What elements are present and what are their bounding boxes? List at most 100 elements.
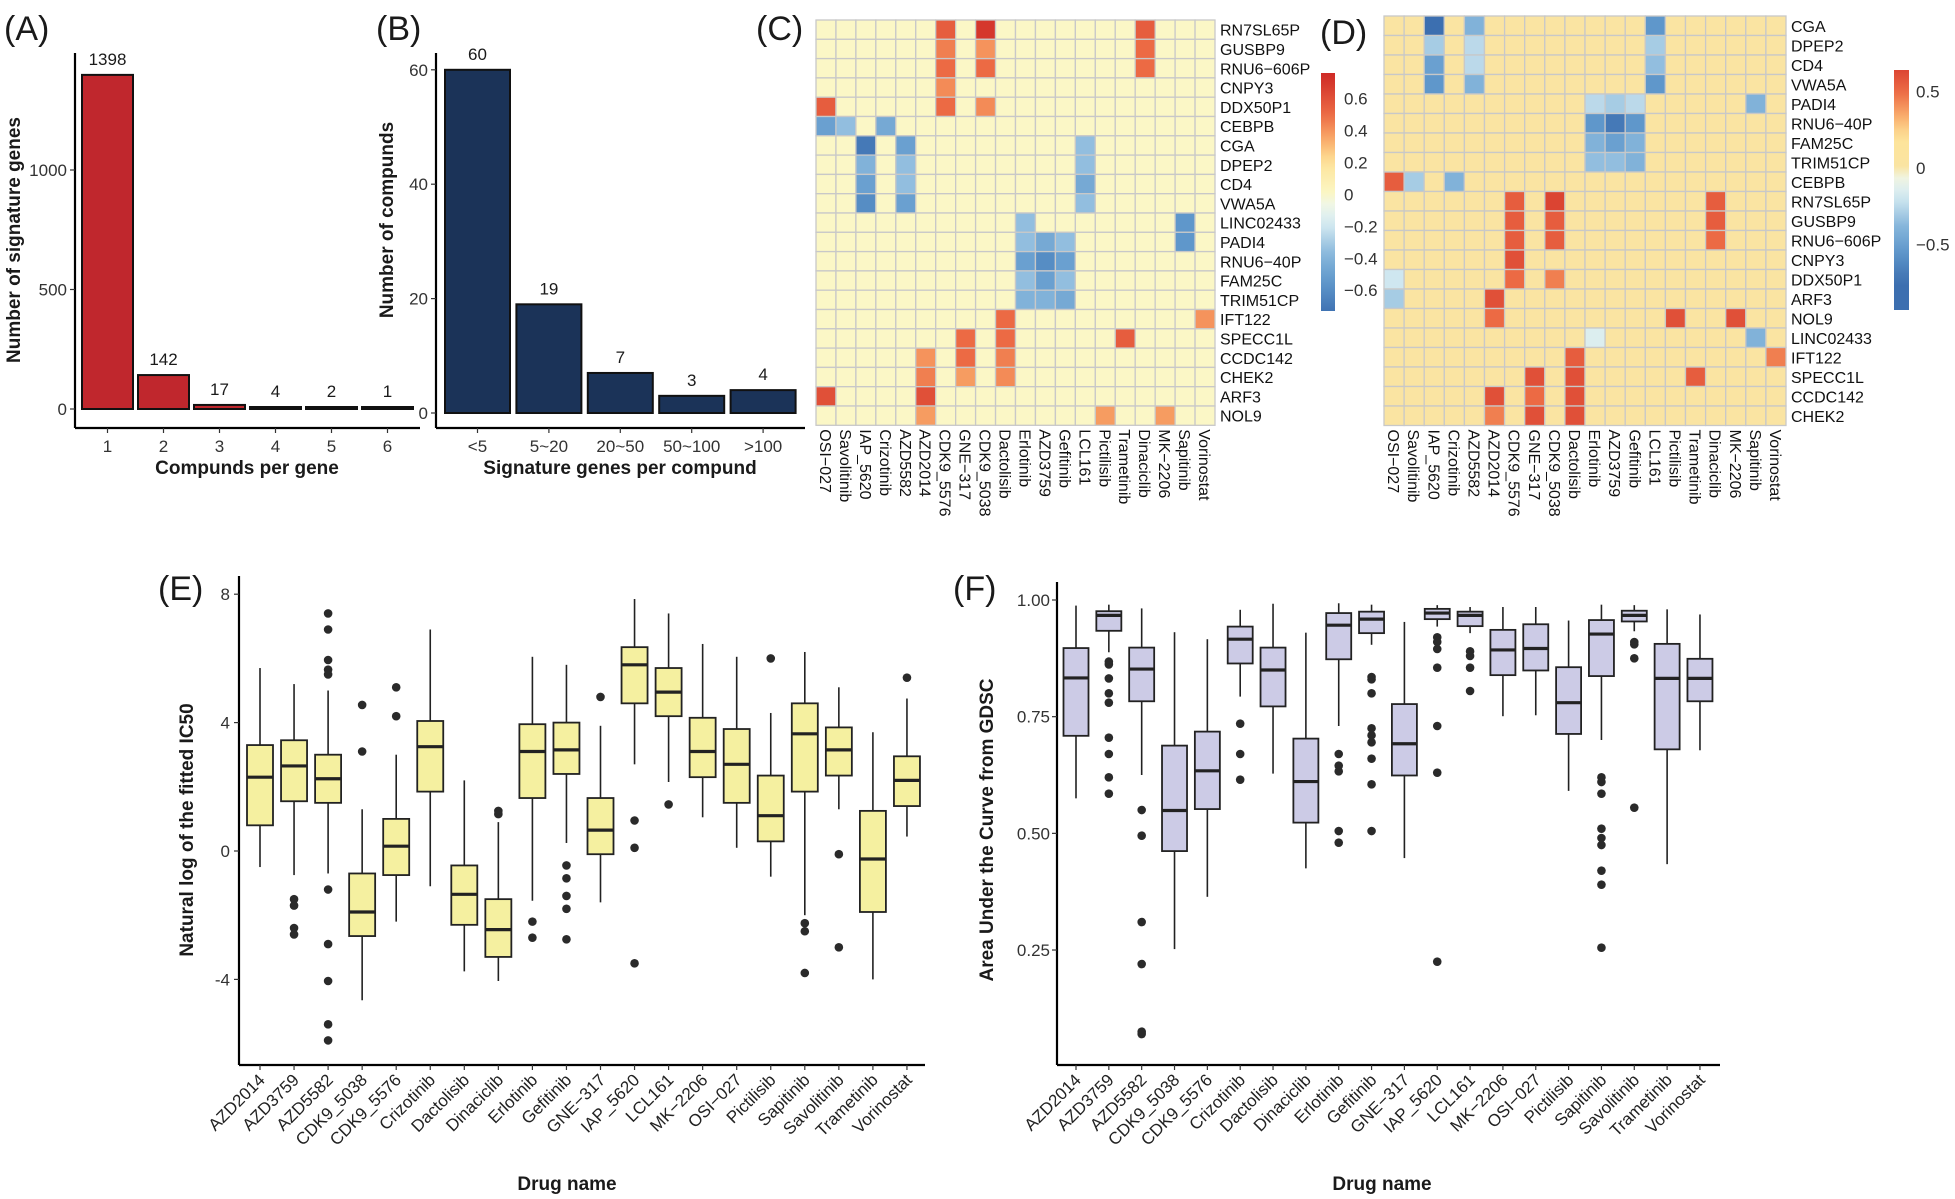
heatmap-cell-ARF3-CDK9_5038 xyxy=(974,386,997,407)
heatmap-cell-SPECC1L-IAP_5620 xyxy=(855,328,877,349)
heatmap-cell-NOL9-AZD5582 xyxy=(1463,307,1486,329)
x-tick-label: 4 xyxy=(271,437,280,456)
legend-tick-label: −0.5 xyxy=(1916,235,1950,254)
column-label: GNE−317 xyxy=(1525,430,1542,501)
heatmap-cell-RNU6−606P-AZD2014 xyxy=(915,57,937,79)
column-label: Savolitinib xyxy=(1404,430,1421,503)
outlier-point xyxy=(1629,803,1639,812)
x-tick-label: <5 xyxy=(468,437,487,456)
heatmap-cell-RNU6−40P-Trametinib xyxy=(1684,112,1707,134)
heatmap-cell-IFT122-LCL161 xyxy=(1074,308,1096,330)
box-AZD3759 xyxy=(1095,604,1123,798)
heatmap-cell-NOL9-Savolitinib xyxy=(835,405,857,426)
outlier-point xyxy=(528,933,537,942)
heatmap-cell-RNU6−606P-Gefitinib xyxy=(1054,57,1077,79)
heatmap-cell-CCDC142-OSI−027 xyxy=(1383,385,1405,407)
row-label: IFT122 xyxy=(1220,312,1271,329)
heatmap-cell-VWA5A-IAP_5620 xyxy=(855,193,877,214)
heatmap-cell-CHEK2-OSI−027 xyxy=(1383,405,1405,427)
heatmap-cell-SPECC1L-AZD3759 xyxy=(1604,366,1626,388)
heatmap-cell-PADI4-Dactolisib xyxy=(994,231,1017,253)
heatmap-cell-RNU6−40P-LCL161 xyxy=(1644,112,1667,134)
heatmap-cell-NOL9-AZD2014 xyxy=(1483,307,1506,329)
panel-a-bar-chart: (A) 0 500 1000 1398 1 142 2 17 3 4 4 2 5 1 6 Compunds pe… xyxy=(4,10,420,479)
heatmap-cell-RNU6−606P-AZD3759 xyxy=(1034,57,1057,79)
heatmap-cell-FAM25C-Crizotinib xyxy=(875,270,897,291)
heatmap-cell-RN7SL65P-Crizotinib xyxy=(1443,190,1466,212)
heatmap-cell-NOL9-Trametinib xyxy=(1684,307,1707,329)
box-Gefitinib xyxy=(552,664,581,944)
heatmap-cell-RN7SL65P-Dactolisib xyxy=(1564,190,1586,212)
box-Dactolisib xyxy=(1259,603,1287,774)
heatmap-cell-CNPY3-AZD2014 xyxy=(915,77,937,98)
heatmap-cell-CEBPB-CDK9_5038 xyxy=(974,115,997,137)
heatmap-cell-VWA5A-Pictilisib xyxy=(1664,73,1687,95)
heatmap-cell-CGA-Trametinib xyxy=(1684,15,1707,37)
heatmap-cell-CEBPB-Dactolisib xyxy=(994,115,1017,137)
heatmap-cell-GUSBP9-LCL161 xyxy=(1644,210,1667,232)
heatmap-cell-VWA5A-Sapitinib xyxy=(1745,73,1767,95)
column-label: AZD2014 xyxy=(1485,430,1502,498)
heatmap-cell-CEBPB-Pictilisib xyxy=(1664,171,1687,193)
outlier-point xyxy=(1432,637,1442,647)
heatmap-cell-CGA-CDK9_5576 xyxy=(935,135,957,156)
heatmap-cell-DPEP2-Gefitinib xyxy=(1624,34,1646,56)
box-AZD2014 xyxy=(246,668,274,868)
row-label: IFT122 xyxy=(1791,350,1842,367)
heatmap-cell-RNU6−606P-Erlotinib xyxy=(1014,57,1037,79)
heatmap-cell-CCDC142-AZD3759 xyxy=(1034,347,1057,369)
heatmap-cell-PADI4-Pictilisib xyxy=(1664,93,1687,115)
heatmap-cell-DPEP2-Vorinostat xyxy=(1194,154,1216,176)
bar-5~20 xyxy=(515,303,583,415)
outlier-point xyxy=(357,700,367,710)
heatmap-cell-CCDC142-AZD5582 xyxy=(895,347,917,369)
box-iqr xyxy=(246,744,274,827)
heatmap-cell-SPECC1L-Erlotinib xyxy=(1014,328,1037,349)
heatmap-cell-CGA-Pictilisib xyxy=(1094,135,1116,156)
heatmap-cell-ARF3-AZD2014 xyxy=(1483,288,1506,310)
outlier-point xyxy=(1235,719,1245,728)
outlier-point xyxy=(289,901,299,910)
heatmap-cell-SPECC1L-Gefitinib xyxy=(1624,366,1646,388)
heatmap-cell-FAM25C-OSI−027 xyxy=(815,270,837,291)
box-CDK9_5038 xyxy=(348,700,377,1001)
bar-50~100 xyxy=(658,394,726,414)
heatmap-cell-DDX50P1-Dactolisib xyxy=(994,96,1017,118)
outlier-point xyxy=(1465,686,1475,696)
heatmap-cell-CD4-Trametinib xyxy=(1684,54,1707,76)
heatmap-cell-RN7SL65P-AZD3759 xyxy=(1604,190,1626,212)
heatmap-cell-FAM25C-Dactolisib xyxy=(994,270,1017,291)
heatmap-cell-CCDC142-MK−2206 xyxy=(1725,385,1747,407)
heatmap-cell-SPECC1L-AZD2014 xyxy=(1483,366,1506,388)
heatmap-cell-FAM25C-Vorinostat xyxy=(1765,132,1787,154)
heatmap-cell-ARF3-GNE−317 xyxy=(955,386,977,407)
heatmap-cell-IFT122-Sapitinib xyxy=(1174,308,1196,330)
row-label: NOL9 xyxy=(1791,311,1833,328)
heatmap-cell-CCDC142-Crizotinib xyxy=(1443,385,1466,407)
heatmap-cell-RN7SL65P-IAP_5620 xyxy=(1423,190,1445,212)
heatmap-cell-CEBPB-CDK9_5576 xyxy=(1503,171,1526,193)
heatmap-cell-SPECC1L-CDK9_5576 xyxy=(1503,366,1526,388)
heatmap-cell-RNU6−606P-CDK9_5576 xyxy=(935,57,957,79)
heatmap-cell-VWA5A-OSI−027 xyxy=(815,193,837,214)
heatmap-cell-IFT122-Dactolisib xyxy=(994,308,1017,330)
heatmap-cell-DPEP2-Dactolisib xyxy=(994,154,1017,176)
heatmap-cell-CEBPB-Savolitinib xyxy=(835,115,857,137)
heatmap-cell-LINC02433-IAP_5620 xyxy=(855,212,877,233)
x-tick-label: 3 xyxy=(215,437,224,456)
legend-tick-label: 0.5 xyxy=(1916,82,1940,101)
bar->100 xyxy=(729,389,797,414)
heatmap-cell-RNU6−40P-Vorinostat xyxy=(1765,112,1787,134)
heatmap-cell-CEBPB-AZD3759 xyxy=(1604,171,1626,193)
heatmap-cell-TRIM51CP-OSI−027 xyxy=(815,289,837,311)
y-tick-label: 0 xyxy=(419,404,428,423)
heatmap-cell-RNU6−40P-MK−2206 xyxy=(1725,112,1747,134)
heatmap-cell-IFT122-Trametinib xyxy=(1684,346,1707,368)
heatmap-cell-RN7SL65P-CDK9_5576 xyxy=(935,19,957,40)
heatmap-cell-DDX50P1-IAP_5620 xyxy=(855,96,877,118)
heatmap-cell-LINC02433-Crizotinib xyxy=(1443,327,1466,349)
heatmap-cell-PADI4-CDK9_5038 xyxy=(1544,93,1566,115)
row-label: FAM25C xyxy=(1791,136,1853,153)
column-label: Sapitinib xyxy=(1746,430,1763,491)
